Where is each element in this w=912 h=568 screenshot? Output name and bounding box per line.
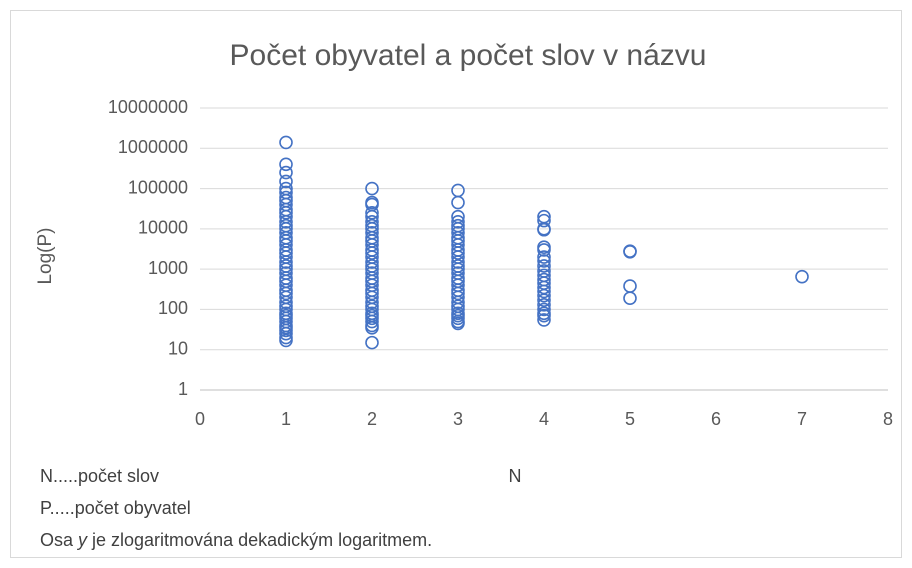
data-point (279, 218, 293, 233)
note-part: P.....počet obyvatel (40, 498, 191, 518)
data-point (451, 225, 465, 240)
data-point (537, 272, 551, 287)
x-tick-label: 2 (367, 409, 377, 429)
data-point (279, 135, 293, 150)
y-tick-label: 10 (168, 338, 188, 358)
data-point (451, 183, 465, 198)
data-point (365, 306, 379, 321)
data-point (365, 195, 379, 210)
data-point (537, 213, 551, 228)
x-tick-label: 0 (195, 409, 205, 429)
data-point (279, 190, 293, 205)
data-point (279, 165, 293, 180)
x-tick-label: 1 (281, 409, 291, 429)
x-tick-label: 4 (539, 409, 549, 429)
x-tick-label: 5 (625, 409, 635, 429)
data-point (365, 181, 379, 196)
data-point (451, 266, 465, 280)
data-point (365, 335, 379, 350)
y-axis-label: Log(P) (35, 227, 56, 284)
data-point (279, 157, 293, 172)
note-part: N.....počet slov (40, 466, 159, 486)
y-tick-label: 1000 (148, 258, 188, 278)
chart-title: Počet obyvatel a počet slov v názvu (230, 39, 707, 72)
note-part: je zlogaritmována dekadickým logaritmem. (87, 530, 432, 550)
data-point (451, 306, 465, 321)
note: P.....počet obyvatel (40, 498, 191, 518)
data-point (537, 306, 551, 321)
data-point (537, 240, 551, 255)
y-tick-label: 1 (178, 379, 188, 399)
data-point (279, 259, 293, 273)
data-point (279, 174, 293, 189)
y-tick-label: 10000000 (108, 97, 188, 117)
data-point (279, 185, 293, 200)
y-tick-label: 10000 (138, 218, 188, 238)
data-point (537, 298, 551, 312)
note: Osa y je zlogaritmována dekadickým logar… (40, 530, 432, 550)
data-point (537, 209, 551, 224)
note-part: y (76, 530, 88, 550)
data-point (451, 214, 465, 229)
x-axis-label: N (509, 466, 522, 486)
data-point (279, 306, 293, 321)
data-point (451, 209, 465, 224)
data-point (279, 299, 293, 314)
data-point (365, 206, 379, 220)
data-point (365, 259, 379, 273)
y-tick-label: 100 (158, 298, 188, 318)
data-point (537, 302, 551, 317)
x-tick-label: 6 (711, 409, 721, 429)
data-point (365, 225, 379, 240)
x-tick-label: 7 (797, 409, 807, 429)
data-point (537, 254, 551, 268)
note-part: Osa (40, 530, 78, 550)
data-point (279, 266, 293, 280)
data-point (623, 244, 637, 258)
data-point (537, 268, 551, 283)
data-point (365, 214, 379, 229)
data-point (279, 225, 293, 240)
data-point (537, 250, 551, 264)
data-point (537, 259, 551, 273)
y-tick-label: 1000000 (118, 137, 188, 157)
data-point (451, 259, 465, 273)
data-point (537, 313, 551, 327)
x-tick-label: 8 (883, 409, 893, 429)
data-point (365, 266, 379, 280)
y-tick-label: 100000 (128, 177, 188, 197)
data-point (623, 279, 637, 293)
data-point (365, 299, 379, 314)
x-tick-label: 3 (453, 409, 463, 429)
data-point (537, 264, 551, 278)
data-point (451, 299, 465, 314)
data-point (279, 181, 293, 196)
data-point (451, 218, 465, 233)
data-point (365, 218, 379, 233)
note: N.....počet slov (40, 466, 159, 486)
data-point (795, 269, 809, 284)
